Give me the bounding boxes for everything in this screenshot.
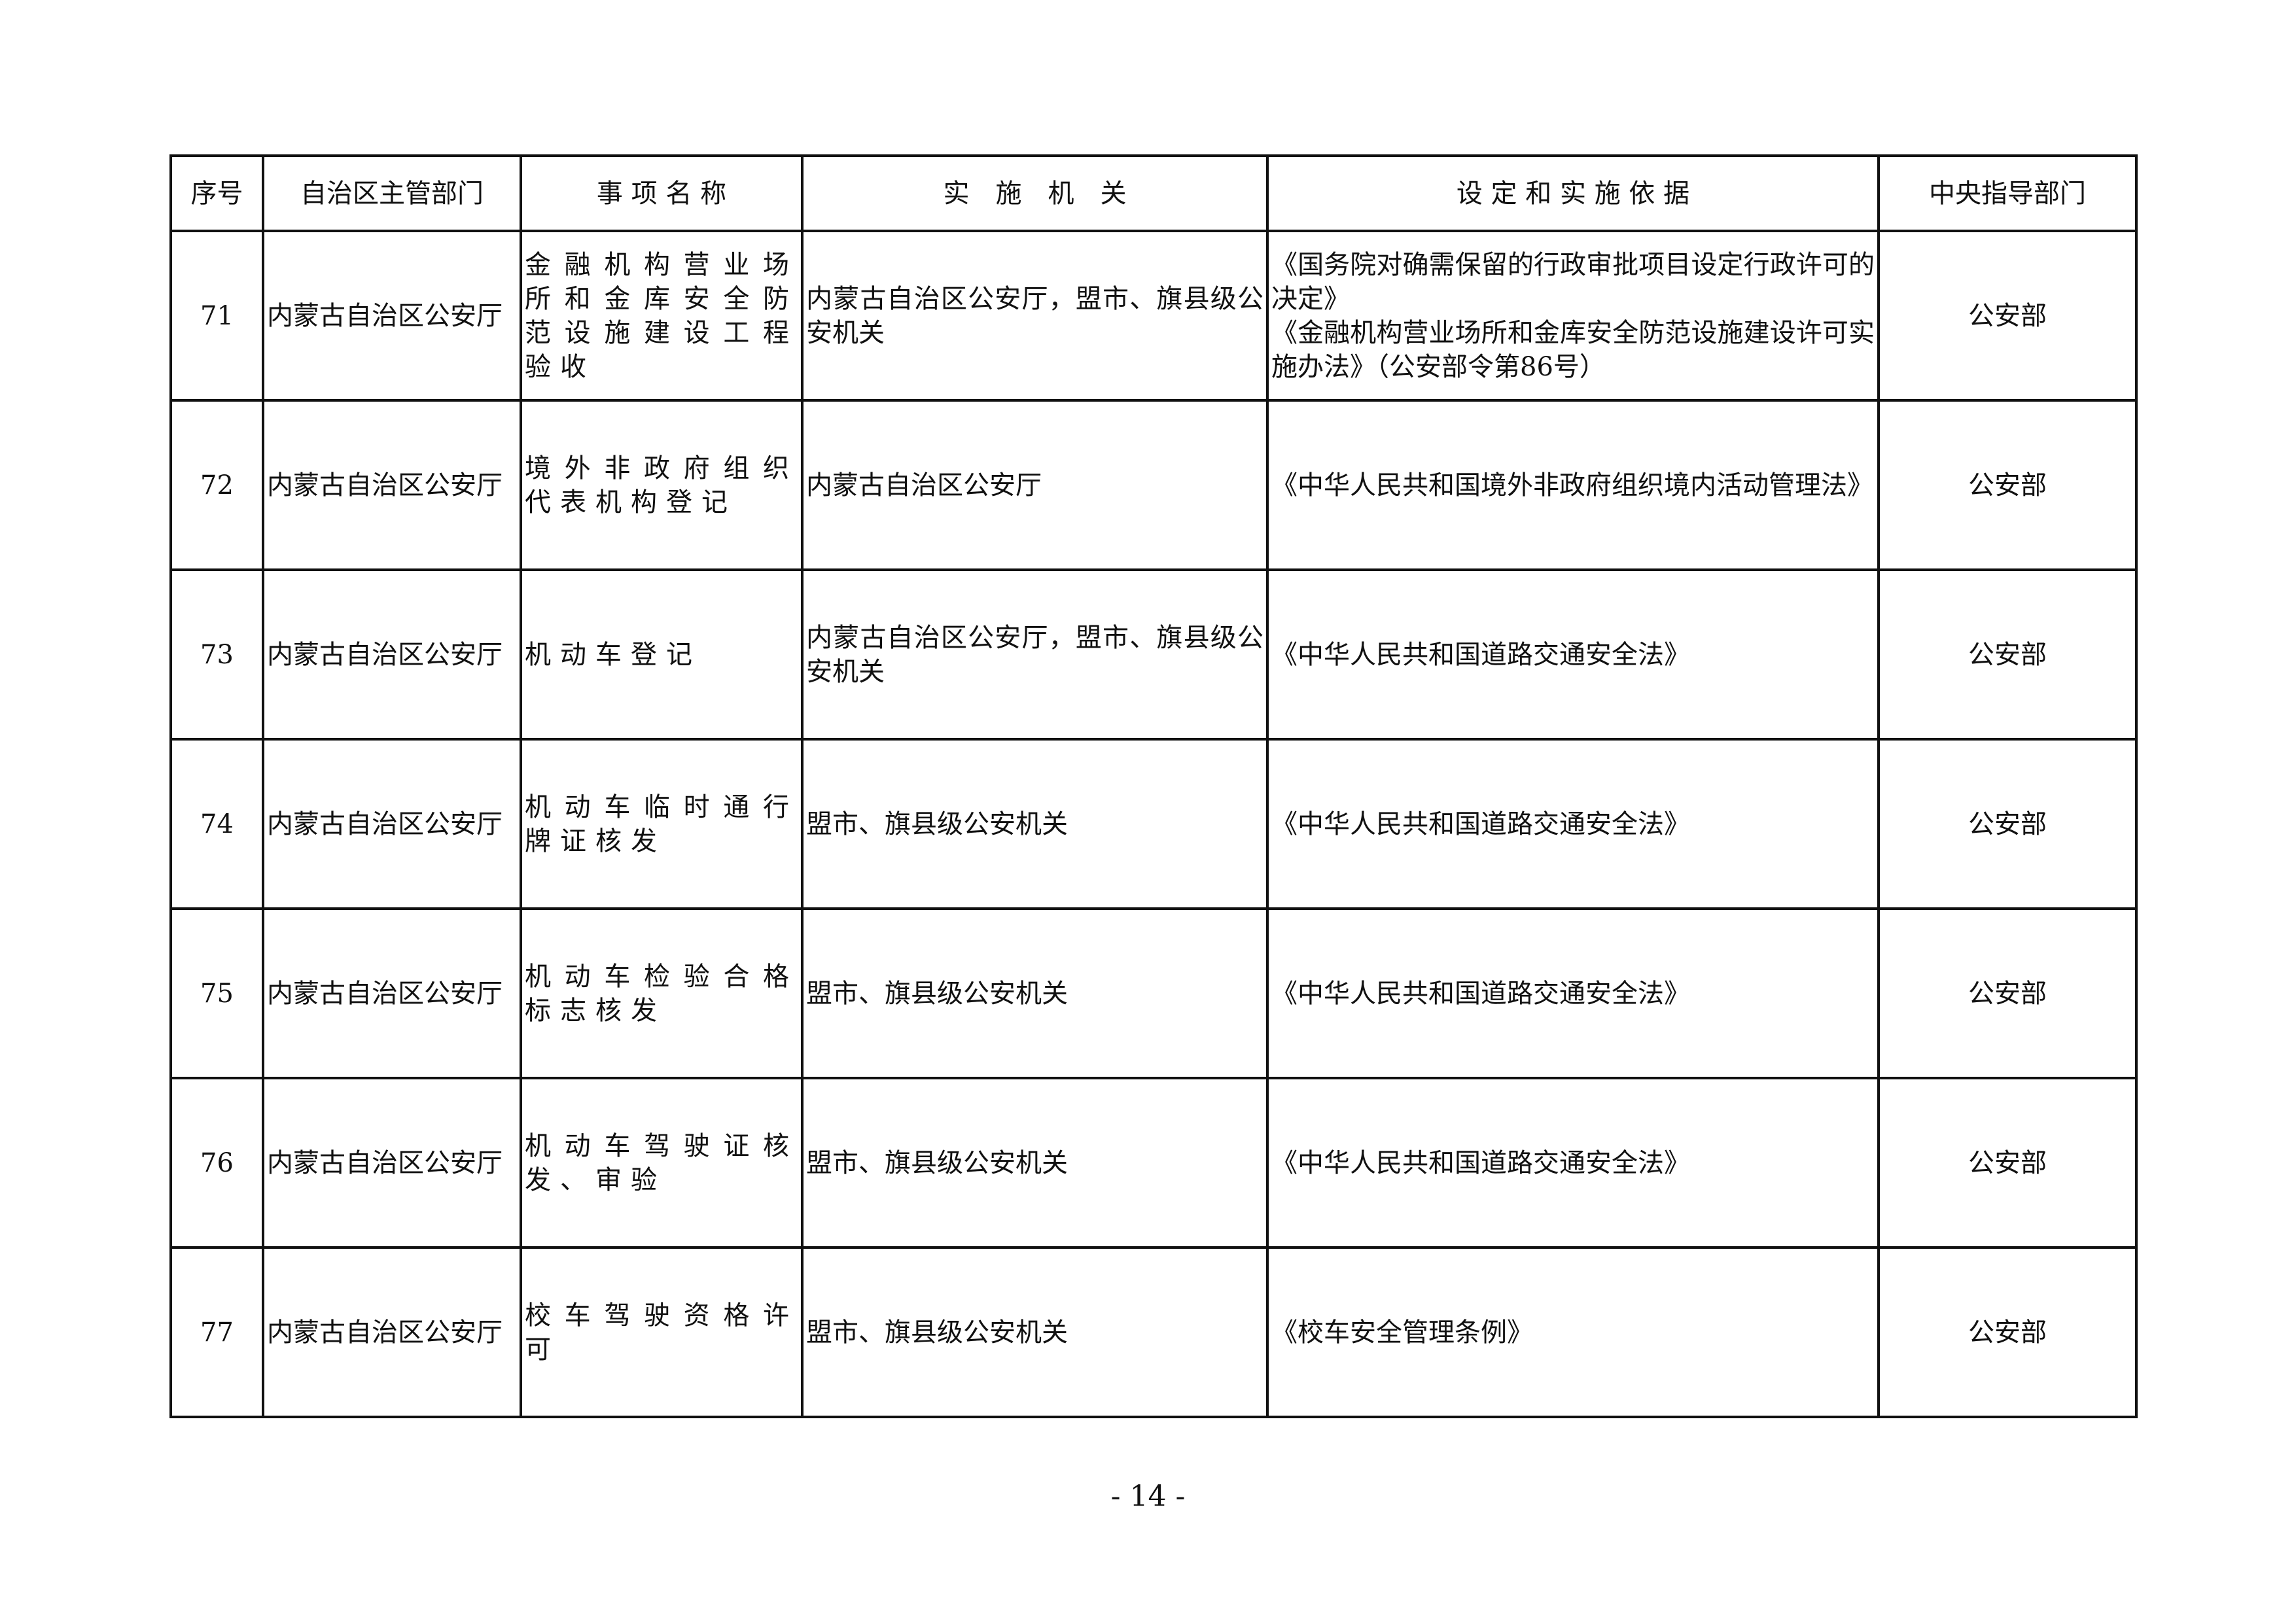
agency-cell: 盟市、旗县级公安机关 xyxy=(801,907,1269,1079)
basis-cell: 《中华人民共和国道路交通安全法》 xyxy=(1266,738,1880,910)
table-row: 74 内蒙古自治区公安厅 机动车临时通行牌证核发 盟市、旗县级公安机关 《中华人民共和国… xyxy=(169,738,2138,910)
page-number: - 14 - xyxy=(1110,1480,1186,1513)
row-number: 77 xyxy=(169,1246,264,1418)
basis-cell: 《校车安全管理条例》 xyxy=(1266,1246,1880,1418)
basis-cell: 《中华人民共和国道路交通安全法》 xyxy=(1266,1077,1880,1249)
row-number: 73 xyxy=(169,568,264,741)
table-header-row: 序号 自治区主管部门 事 项 名 称 实 施 机 关 设 定 和 实 施 依 据… xyxy=(169,154,2138,232)
central-dept-cell: 公安部 xyxy=(1877,907,2138,1079)
dept-cell: 内蒙古自治区公安厅 xyxy=(262,1077,522,1249)
table-row: 76 内蒙古自治区公安厅 机动车驾驶证核发、审验 盟市、旗县级公安机关 《中华人民共和国… xyxy=(169,1077,2138,1249)
dept-cell: 内蒙古自治区公安厅 xyxy=(262,399,522,571)
agency-cell: 内蒙古自治区公安厅，盟市、旗县级公安机关 xyxy=(801,568,1269,741)
item-name-cell: 机动车登记 xyxy=(520,568,804,741)
header-agency: 实 施 机 关 xyxy=(801,154,1269,232)
agency-cell: 内蒙古自治区公安厅，盟市、旗县级公安机关 xyxy=(801,230,1269,402)
header-dept: 自治区主管部门 xyxy=(262,154,522,232)
header-central: 中央指导部门 xyxy=(1877,154,2138,232)
agency-cell: 盟市、旗县级公安机关 xyxy=(801,1246,1269,1418)
basis-cell: 《中华人民共和国道路交通安全法》 xyxy=(1266,568,1880,741)
basis-line: 《中华人民共和国境外非政府组织境内活动管理法》 xyxy=(1271,470,1873,500)
header-item: 事 项 名 称 xyxy=(520,154,804,232)
table-row: 71 内蒙古自治区公安厅 金融机构营业场所和金库安全防范设施建设工程验收 内蒙古自治区… xyxy=(169,230,2138,402)
basis-cell: 《国务院对确需保留的行政审批项目设定行政许可的决定》 《金融机构营业场所和金库安全… xyxy=(1266,230,1880,402)
items-table: 序号 自治区主管部门 事 项 名 称 实 施 机 关 设 定 和 实 施 依 据… xyxy=(169,154,2138,1418)
row-number: 76 xyxy=(169,1077,264,1249)
item-name-cell: 境外非政府组织代表机构登记 xyxy=(520,399,804,571)
dept-cell: 内蒙古自治区公安厅 xyxy=(262,1246,522,1418)
table-row: 72 内蒙古自治区公安厅 境外非政府组织代表机构登记 内蒙古自治区公安厅 《中华人民共和… xyxy=(169,399,2138,571)
basis-cell: 《中华人民共和国道路交通安全法》 xyxy=(1266,907,1880,1079)
central-dept-cell: 公安部 xyxy=(1877,1246,2138,1418)
agency-cell: 盟市、旗县级公安机关 xyxy=(801,738,1269,910)
table-row: 75 内蒙古自治区公安厅 机动车检验合格标志核发 盟市、旗县级公安机关 《中华人民共和国… xyxy=(169,907,2138,1079)
basis-cell: 《中华人民共和国境外非政府组织境内活动管理法》 xyxy=(1266,399,1880,571)
header-basis: 设 定 和 实 施 依 据 xyxy=(1266,154,1880,232)
basis-line: 《中华人民共和国道路交通安全法》 xyxy=(1271,1147,1690,1178)
central-dept-cell: 公安部 xyxy=(1877,738,2138,910)
dept-cell: 内蒙古自治区公安厅 xyxy=(262,568,522,741)
dept-cell: 内蒙古自治区公安厅 xyxy=(262,907,522,1079)
item-name-cell: 校车驾驶资格许可 xyxy=(520,1246,804,1418)
item-name-cell: 机动车检验合格标志核发 xyxy=(520,907,804,1079)
table-row: 77 内蒙古自治区公安厅 校车驾驶资格许可 盟市、旗县级公安机关 《校车安全管理条例》 公… xyxy=(169,1246,2138,1418)
header-no: 序号 xyxy=(169,154,264,232)
basis-line: 《中华人民共和国道路交通安全法》 xyxy=(1271,809,1690,839)
central-dept-cell: 公安部 xyxy=(1877,1077,2138,1249)
row-number: 72 xyxy=(169,399,264,571)
agency-cell: 盟市、旗县级公安机关 xyxy=(801,1077,1269,1249)
basis-line: 《金融机构营业场所和金库安全防范设施建设许可实施办法》（公安部令第86号） xyxy=(1271,317,1875,382)
basis-line: 《国务院对确需保留的行政审批项目设定行政许可的决定》 xyxy=(1271,249,1875,314)
dept-cell: 内蒙古自治区公安厅 xyxy=(262,230,522,402)
item-name-cell: 金融机构营业场所和金库安全防范设施建设工程验收 xyxy=(520,230,804,402)
row-number: 74 xyxy=(169,738,264,910)
item-name-cell: 机动车临时通行牌证核发 xyxy=(520,738,804,910)
table-row: 73 内蒙古自治区公安厅 机动车登记 内蒙古自治区公安厅，盟市、旗县级公安机关 《中华人… xyxy=(169,568,2138,741)
basis-line: 《中华人民共和国道路交通安全法》 xyxy=(1271,978,1690,1009)
row-number: 75 xyxy=(169,907,264,1079)
central-dept-cell: 公安部 xyxy=(1877,399,2138,571)
item-name-cell: 机动车驾驶证核发、审验 xyxy=(520,1077,804,1249)
row-number: 71 xyxy=(169,230,264,402)
dept-cell: 内蒙古自治区公安厅 xyxy=(262,738,522,910)
basis-line: 《校车安全管理条例》 xyxy=(1271,1317,1533,1348)
agency-cell: 内蒙古自治区公安厅 xyxy=(801,399,1269,571)
central-dept-cell: 公安部 xyxy=(1877,230,2138,402)
central-dept-cell: 公安部 xyxy=(1877,568,2138,741)
basis-line: 《中华人民共和国道路交通安全法》 xyxy=(1271,639,1690,670)
